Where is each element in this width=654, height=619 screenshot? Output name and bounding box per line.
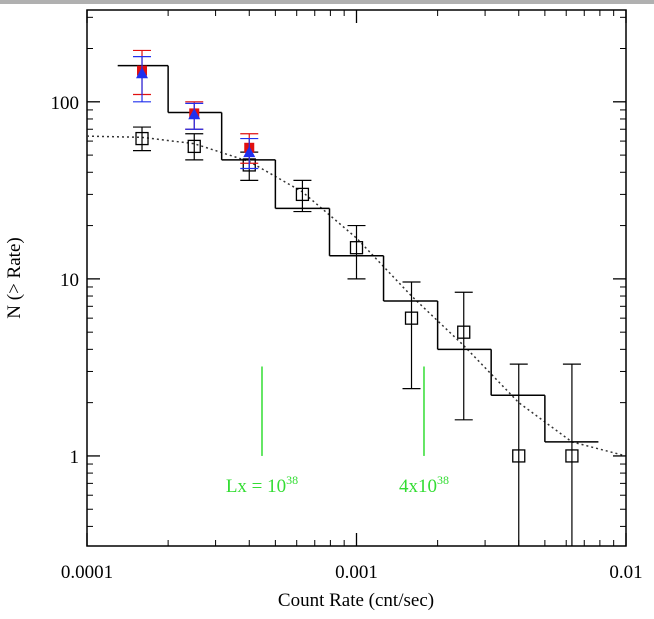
point <box>243 146 256 158</box>
point <box>457 325 471 339</box>
y-axis-label: N (> Rate) <box>4 237 25 318</box>
y-tick-label: 1 <box>70 447 80 468</box>
y-tick-label: 10 <box>60 270 79 291</box>
marker-label: 4x1038 <box>399 473 449 497</box>
marker-label-exponent: 38 <box>286 473 298 487</box>
marker-label-text: 4x10 <box>399 476 437 497</box>
point <box>404 311 419 325</box>
point <box>295 187 310 202</box>
point <box>135 131 149 146</box>
point <box>349 241 364 255</box>
point <box>187 139 201 154</box>
plot-area <box>87 49 626 546</box>
marker-label-text: Lx = 10 <box>226 476 286 497</box>
marker-label: Lx = 1038 <box>226 473 298 497</box>
point <box>565 449 579 463</box>
y-tick-label: 100 <box>51 93 80 114</box>
point <box>512 449 526 463</box>
top-bar <box>0 0 654 4</box>
point <box>188 108 201 120</box>
x-tick-label: 0.01 <box>609 562 642 583</box>
x-tick-label: 0.0001 <box>61 562 113 583</box>
x-tick-label: 0.001 <box>335 562 378 583</box>
point <box>136 67 149 79</box>
x-axis-label: Count Rate (cnt/sec) <box>278 590 434 611</box>
marker-label-exponent: 38 <box>437 473 449 487</box>
model-curve <box>87 135 626 457</box>
